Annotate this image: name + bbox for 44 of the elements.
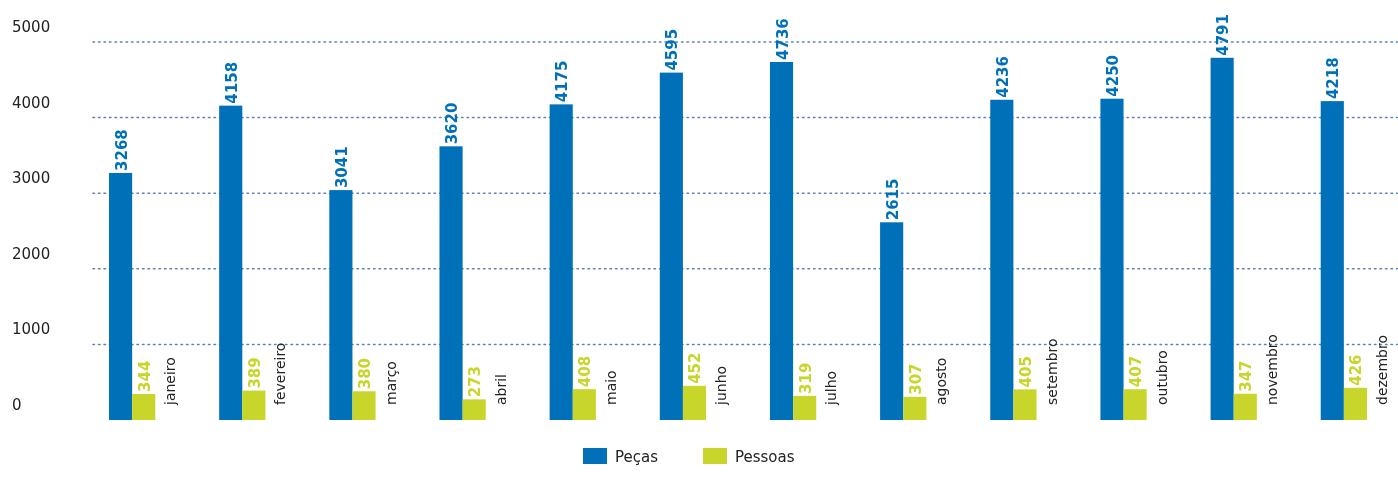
data-label: 3620 [443,102,462,145]
data-label: 380 [356,357,375,390]
data-label: 426 [1347,354,1366,386]
y-tick-label: 1000 [12,320,51,339]
x-tick-label: março [382,361,399,405]
data-label: 389 [245,357,264,389]
x-tick-label: novembro [1263,334,1280,405]
y-tick-label: 0 [12,396,22,414]
legend-label: Pessoas [735,448,795,466]
data-label: 408 [576,355,595,388]
data-label: 4175 [553,60,572,103]
y-tick-label: 3000 [12,169,51,188]
x-tick-label: outubro [1153,350,1170,405]
legend-label: Peças [615,448,659,466]
data-label: 4595 [663,28,682,71]
data-label: 4736 [773,18,792,60]
data-label: 452 [686,352,705,384]
data-label: 273 [466,366,485,398]
data-label: 407 [1127,355,1146,388]
x-tick-label: janeiro [162,357,179,406]
y-tick-label: 2000 [12,244,51,263]
y-tick-label: 5000 [12,18,51,36]
data-label: 405 [1016,356,1035,388]
data-label: 307 [906,363,925,395]
x-tick-label: julho [823,370,840,406]
data-label: 344 [135,360,154,392]
x-tick-label: fevereiro [272,342,289,405]
data-label: 347 [1237,360,1256,392]
data-label: 4791 [1214,14,1233,56]
x-tick-label: junho [713,365,730,406]
data-label: 3268 [112,129,131,171]
x-tick-label: dezembro [1373,335,1390,405]
y-tick-label: 4000 [12,93,51,112]
x-tick-label: maio [602,370,619,405]
data-label: 4250 [1103,54,1122,97]
x-tick-label: agosto [933,357,950,405]
data-label: 4158 [222,61,241,104]
data-label: 2615 [883,178,902,221]
data-label: 4218 [1324,57,1343,100]
data-label: 3041 [332,146,351,189]
data-label: 4236 [993,56,1012,98]
data-label: 319 [796,362,815,394]
x-tick-label: abril [492,373,509,405]
x-tick-label: setembro [1043,338,1060,405]
